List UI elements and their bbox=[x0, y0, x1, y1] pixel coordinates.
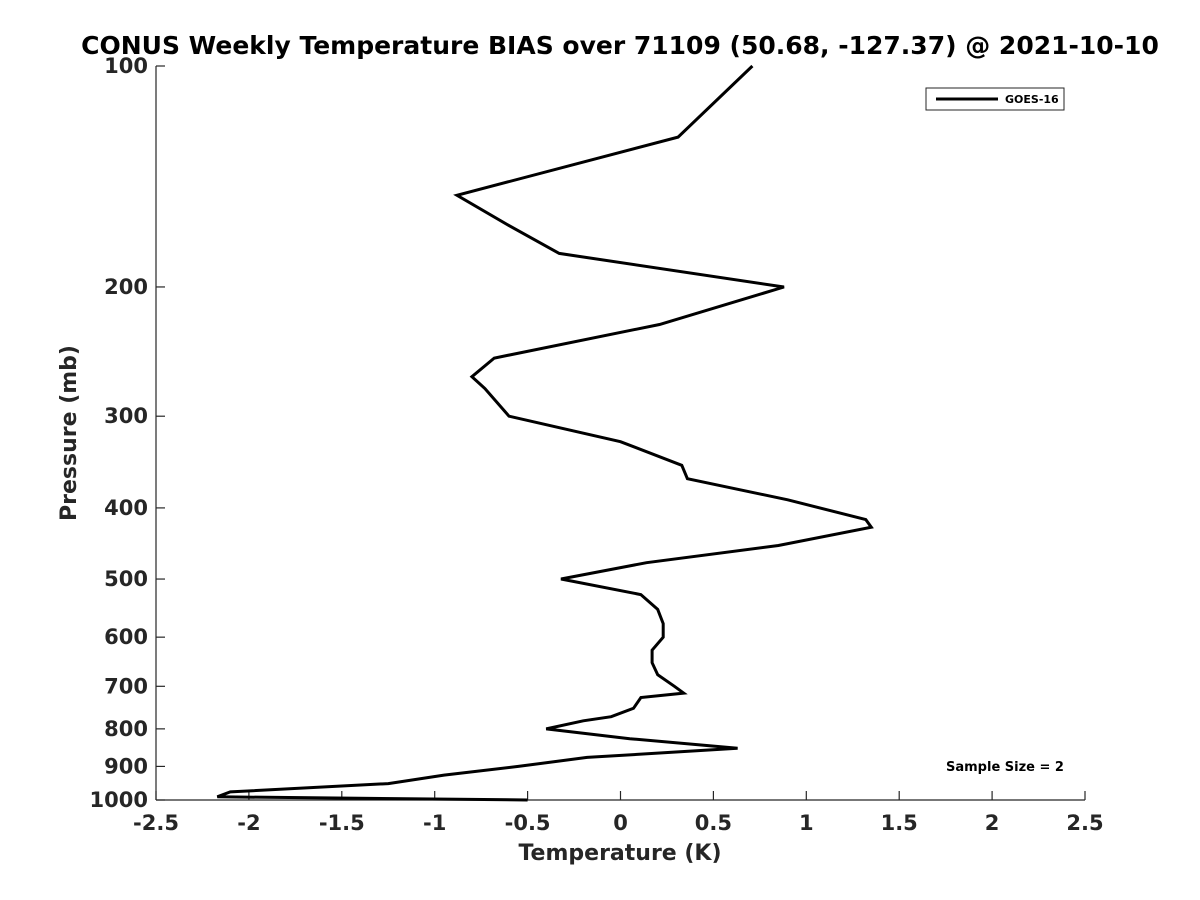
y-tick-label: 600 bbox=[104, 625, 148, 649]
x-tick-label: 1 bbox=[799, 811, 814, 835]
chart-title: CONUS Weekly Temperature BIAS over 71109… bbox=[81, 31, 1159, 60]
y-tick-label: 300 bbox=[104, 404, 148, 428]
x-tick-label: 0.5 bbox=[695, 811, 732, 835]
legend: GOES-16 bbox=[925, 87, 1065, 111]
sample-size-annotation: Sample Size = 2 bbox=[946, 760, 1064, 775]
y-tick-label: 1000 bbox=[90, 788, 148, 812]
y-tick-label: 800 bbox=[104, 717, 148, 741]
y-tick-label: 200 bbox=[104, 275, 148, 299]
x-tick-label: 2 bbox=[985, 811, 1000, 835]
x-axis-label: Temperature (K) bbox=[518, 841, 721, 866]
x-tick-label: -1.5 bbox=[319, 811, 365, 835]
x-tick-label: 2.5 bbox=[1066, 811, 1103, 835]
x-tick-label: -1 bbox=[423, 811, 446, 835]
x-tick-label: 1.5 bbox=[881, 811, 918, 835]
legend-label-goes-16: GOES-16 bbox=[1005, 93, 1059, 106]
series-group bbox=[216, 64, 874, 802]
series-line-goes-16 bbox=[216, 64, 874, 802]
y-tick-label: 400 bbox=[104, 496, 148, 520]
y-axis-label: Pressure (mb) bbox=[57, 345, 82, 521]
x-axis-ticks: -2.5 -2 -1.5 -1 -0.5 0 0.5 1 1.5 2 2.5 bbox=[133, 791, 1104, 835]
y-tick-label: 100 bbox=[104, 54, 148, 78]
y-tick-label: 700 bbox=[104, 674, 148, 698]
x-tick-label: -2.5 bbox=[133, 811, 179, 835]
x-tick-label: -0.5 bbox=[505, 811, 551, 835]
y-tick-label: 500 bbox=[104, 567, 148, 591]
y-axis-ticks: 100 200 300 400 500 600 700 800 900 1000 bbox=[90, 54, 165, 812]
y-tick-label: 900 bbox=[104, 754, 148, 778]
x-tick-label: -2 bbox=[237, 811, 260, 835]
x-tick-label: 0 bbox=[613, 811, 628, 835]
